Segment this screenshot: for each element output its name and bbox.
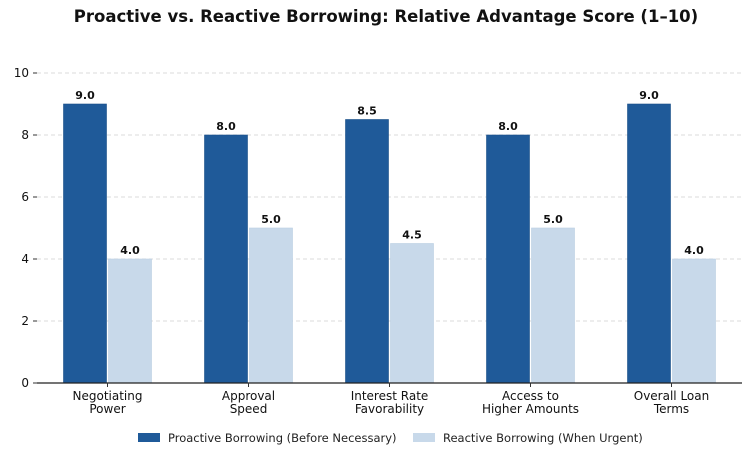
legend-swatch-proactive [138,433,160,442]
value-label: 9.0 [75,89,95,102]
y-tick-label: 2 [21,314,29,328]
y-tick-label: 0 [21,376,29,390]
legend-swatch-reactive [413,433,435,442]
x-axis: Negotiating Power Approval Speed Interest Ra… [37,382,742,416]
x-tick-label: Approval Speed [222,389,275,416]
x-tick-label: Interest Rate Favorability [351,389,429,416]
bar-reactive [108,258,152,384]
value-labels: 9.0 4.0 8.0 5.0 8.5 4.5 8.0 5.0 9.0 4.0 [75,89,704,257]
value-label: 8.5 [357,105,377,118]
y-tick-label: 6 [21,190,29,204]
legend-label-proactive: Proactive Borrowing (Before Necessary) [168,431,397,445]
x-tick-label: Access to Higher Amounts [482,389,579,416]
value-label: 9.0 [639,89,659,102]
y-tick-label: 4 [21,252,29,266]
value-label: 4.0 [684,244,704,257]
y-tick-label: 10 [14,66,29,80]
legend-label-reactive: Reactive Borrowing (When Urgent) [443,431,643,445]
value-label: 4.5 [402,229,422,242]
x-tick-label: Overall Loan Terms [634,389,709,416]
gridlines [37,72,742,322]
bars [63,103,716,384]
bar-proactive [486,134,530,384]
value-label: 5.0 [543,213,563,226]
bar-reactive [390,243,434,384]
legend: Proactive Borrowing (Before Necessary) Re… [138,431,643,445]
y-axis: 0 2 4 6 8 10 [14,66,37,390]
y-tick-label: 8 [21,128,29,142]
value-label: 4.0 [120,244,140,257]
x-tick-label: Negotiating Power [73,389,143,416]
bar-proactive [204,134,248,384]
value-label: 8.0 [498,120,518,133]
bar-reactive [672,258,716,384]
value-label: 8.0 [216,120,236,133]
chart-title: Proactive vs. Reactive Borrowing: Relati… [74,7,698,26]
value-label: 5.0 [261,213,281,226]
bar-reactive [249,227,293,384]
bar-proactive [627,103,671,384]
bar-proactive [345,119,389,384]
bar-proactive [63,103,107,384]
bar-reactive [531,227,575,384]
